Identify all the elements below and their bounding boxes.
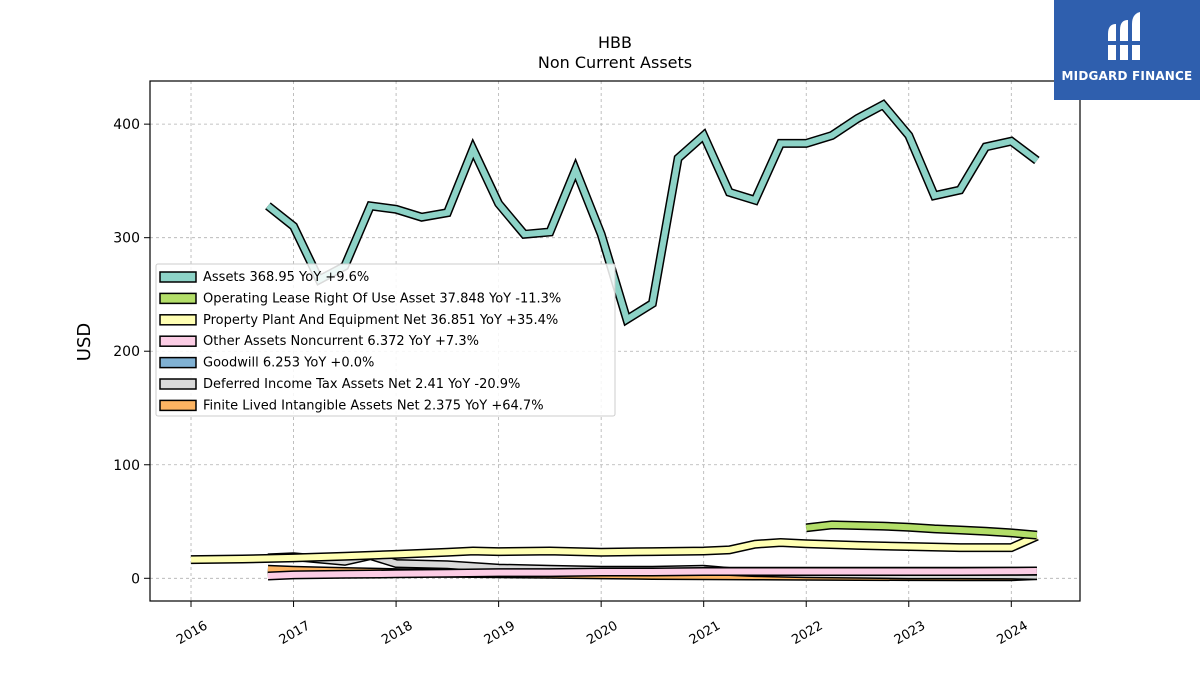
x-tick-label: 2017 bbox=[277, 618, 313, 648]
y-tick-label: 0 bbox=[131, 571, 140, 587]
x-tick-label: 2016 bbox=[174, 618, 210, 648]
brand-logo: MIDGARD FINANCE bbox=[1054, 0, 1200, 100]
legend-item: Other Assets Noncurrent 6.372 YoY +7.3% bbox=[159, 334, 479, 349]
chart-subtitle: Non Current Assets bbox=[538, 53, 692, 72]
y-tick-label: 300 bbox=[113, 231, 140, 247]
x-tick-label: 2021 bbox=[687, 618, 723, 648]
legend-swatch bbox=[159, 314, 197, 326]
x-axis: 2016 2017 2018 2019 2020 2021 2022 2023 2024 bbox=[174, 601, 1031, 648]
legend-swatch bbox=[159, 271, 197, 283]
series-assets bbox=[265, 99, 1040, 327]
legend-swatch bbox=[159, 356, 197, 369]
chart-title: HBB bbox=[598, 33, 632, 52]
series-line bbox=[267, 568, 1037, 579]
x-tick-label: 2019 bbox=[482, 618, 518, 648]
series-line bbox=[266, 101, 1039, 325]
legend-label: Other Assets Noncurrent 6.372 YoY +7.3% bbox=[203, 334, 479, 349]
legend-label: Operating Lease Right Of Use Asset 37.84… bbox=[203, 291, 561, 306]
legend-item: Operating Lease Right Of Use Asset 37.84… bbox=[159, 291, 561, 306]
grid-lines bbox=[150, 81, 1080, 601]
legend-item: Assets 368.95 YoY +9.6% bbox=[159, 270, 369, 285]
legend-label: Goodwill 6.253 YoY +0.0% bbox=[203, 356, 374, 371]
legend-swatch bbox=[159, 399, 197, 412]
legend-label: Finite Lived Intangible Assets Net 2.375… bbox=[203, 398, 544, 413]
y-axis-label: USD bbox=[74, 323, 95, 361]
series-line bbox=[190, 533, 1039, 563]
x-tick-label: 2020 bbox=[584, 618, 620, 648]
legend-item: Deferred Income Tax Assets Net 2.41 YoY … bbox=[159, 377, 520, 392]
series-line bbox=[805, 521, 1038, 539]
series-property-plant-and-equipment-net bbox=[190, 532, 1039, 565]
series-other-assets-noncurrent bbox=[267, 566, 1037, 581]
y-tick-label: 200 bbox=[113, 344, 140, 360]
x-tick-label: 2018 bbox=[379, 618, 415, 648]
legend-label: Property Plant And Equipment Net 36.851 … bbox=[203, 313, 558, 328]
legend-swatch bbox=[159, 335, 197, 347]
legend-swatch bbox=[159, 292, 197, 305]
x-tick-label: 2022 bbox=[789, 618, 825, 648]
legend-item: Finite Lived Intangible Assets Net 2.375… bbox=[159, 398, 544, 413]
y-tick-label: 400 bbox=[113, 117, 140, 133]
plot-frame bbox=[149, 80, 1081, 602]
x-tick-label: 2024 bbox=[994, 618, 1030, 648]
series-lines bbox=[190, 99, 1040, 582]
legend-label: Assets 368.95 YoY +9.6% bbox=[203, 270, 369, 285]
legend-box bbox=[155, 263, 616, 417]
legend-item: Property Plant And Equipment Net 36.851 … bbox=[159, 313, 558, 328]
x-tick-label: 2023 bbox=[892, 618, 928, 648]
legend-swatch bbox=[159, 378, 197, 390]
legend-label: Deferred Income Tax Assets Net 2.41 YoY … bbox=[203, 377, 520, 392]
series-operating-lease-right-of-use-asset bbox=[805, 520, 1038, 540]
midgard-logo-icon bbox=[1108, 12, 1140, 60]
y-axis: 0 100 200 300 400 bbox=[113, 117, 150, 587]
brand-name: MIDGARD FINANCE bbox=[1061, 69, 1193, 83]
legend: Assets 368.95 YoY +9.6% Operating Lease R… bbox=[155, 263, 616, 417]
y-tick-label: 100 bbox=[113, 458, 140, 474]
legend-item: Goodwill 6.253 YoY +0.0% bbox=[159, 356, 374, 371]
